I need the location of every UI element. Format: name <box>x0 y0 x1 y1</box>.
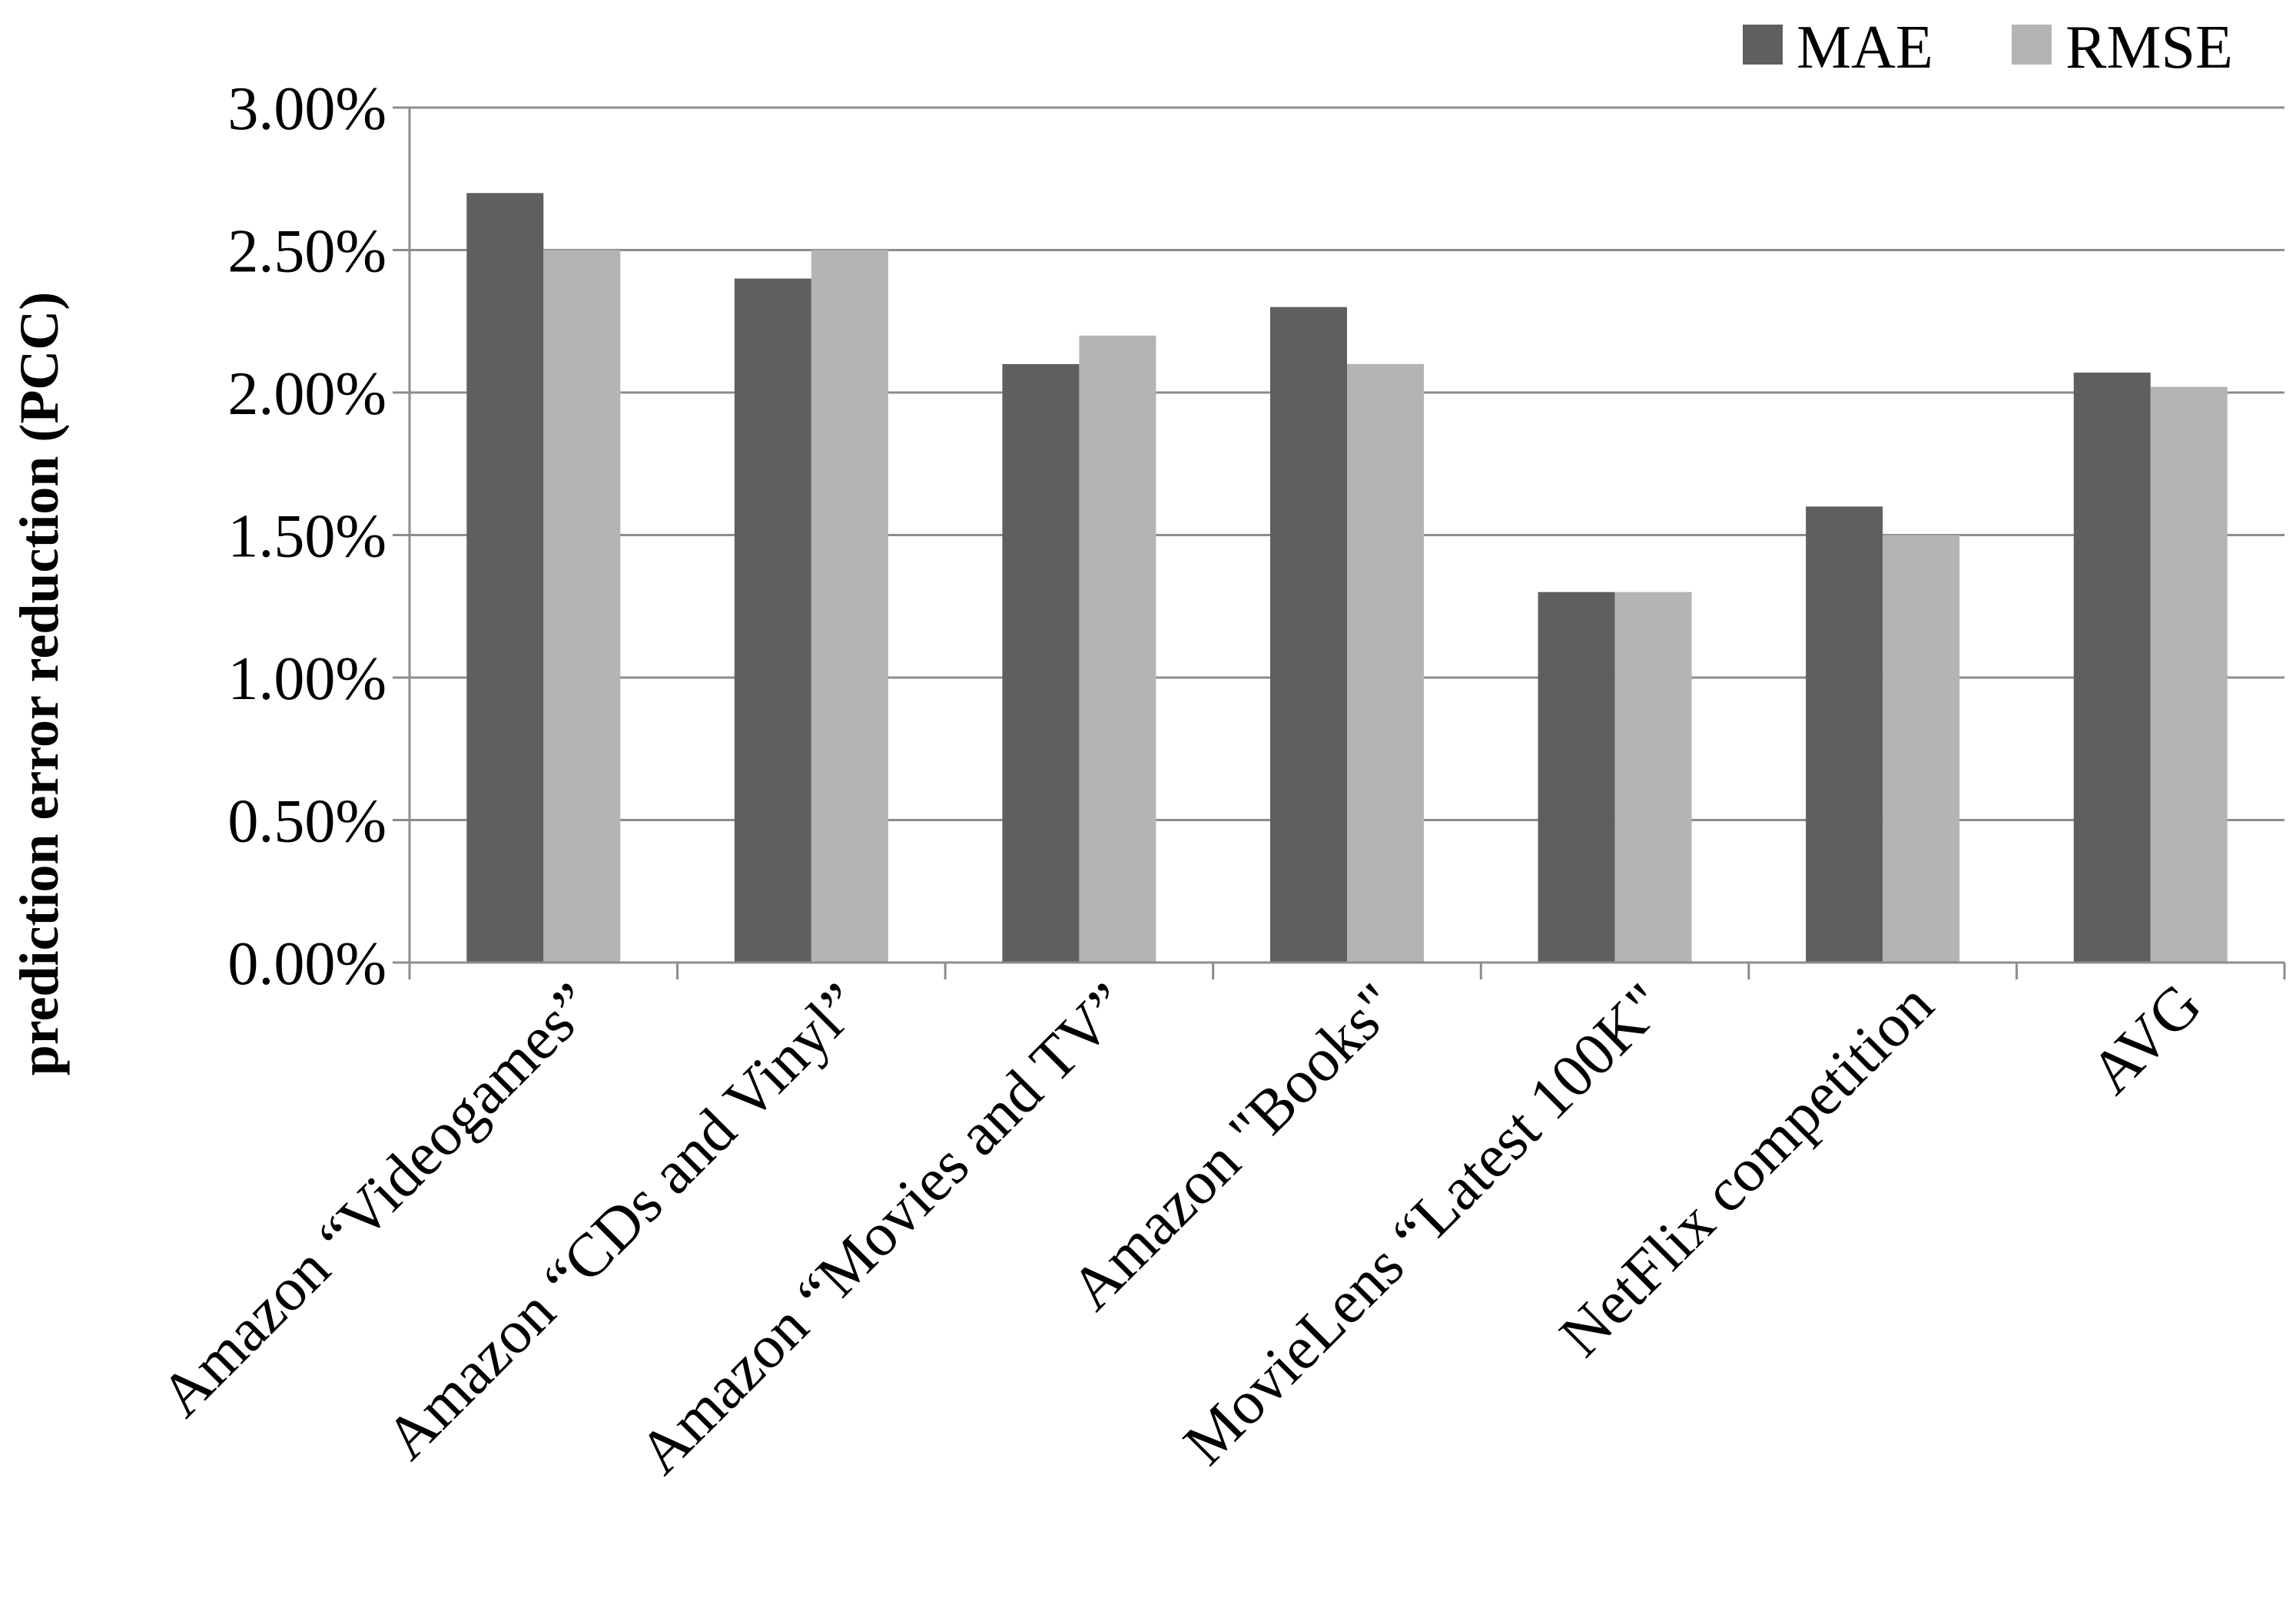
bar-rmse-1 <box>543 250 621 963</box>
y-tick-label: 1.50% <box>227 503 387 571</box>
bar-rmse-2 <box>811 250 888 963</box>
bar-rmse-5 <box>1614 592 1692 963</box>
axes <box>393 106 2286 979</box>
x-category-label: Amazon “Videogames” <box>148 971 607 1430</box>
y-tick-label: 0.00% <box>227 930 387 998</box>
legend: MAE RMSE <box>1743 14 2233 81</box>
x-category-label: Amazon “Movies and TV” <box>626 971 1143 1487</box>
bar-mae-5 <box>1538 592 1615 963</box>
y-tick-label: 2.00% <box>227 360 387 428</box>
x-category-label: MovieLens “Latest 100K" <box>1171 971 1678 1478</box>
bar-mae-4 <box>1270 307 1347 963</box>
legend-label-rmse: RMSE <box>2065 14 2233 81</box>
y-tick-label: 1.00% <box>227 645 387 713</box>
legend-label-mae: MAE <box>1797 14 1933 81</box>
y-tick-labels: 0.00% 0.50% 1.00% 1.50% 2.00% 2.50% 3.00% <box>227 75 387 998</box>
bar-mae-2 <box>734 278 811 963</box>
bar-mae-1 <box>466 193 544 963</box>
y-axis-title: prediction error reduction (PCC) <box>8 292 70 1076</box>
x-category-label: Amazon “CDs and Vinyl” <box>373 971 874 1473</box>
bar-mae-6 <box>1806 506 1883 963</box>
bar-rmse-3 <box>1079 335 1156 963</box>
y-tick-label: 2.50% <box>227 218 387 286</box>
x-category-label: AVG <box>2078 971 2214 1107</box>
legend-swatch-mae <box>1743 25 1783 65</box>
y-tick-label: 0.50% <box>227 788 387 856</box>
x-category-labels: Amazon “Videogames”Amazon “CDs and Vinyl… <box>148 971 2214 1487</box>
bar-rmse-6 <box>1883 535 1960 963</box>
bar-rmse-7 <box>2150 386 2228 963</box>
legend-swatch-rmse <box>2012 25 2052 65</box>
bar-rmse-4 <box>1347 363 1424 963</box>
bar-mae-3 <box>1002 363 1080 963</box>
bar-mae-7 <box>2073 373 2151 963</box>
bars <box>466 193 2228 963</box>
y-tick-label: 3.00% <box>227 75 387 143</box>
